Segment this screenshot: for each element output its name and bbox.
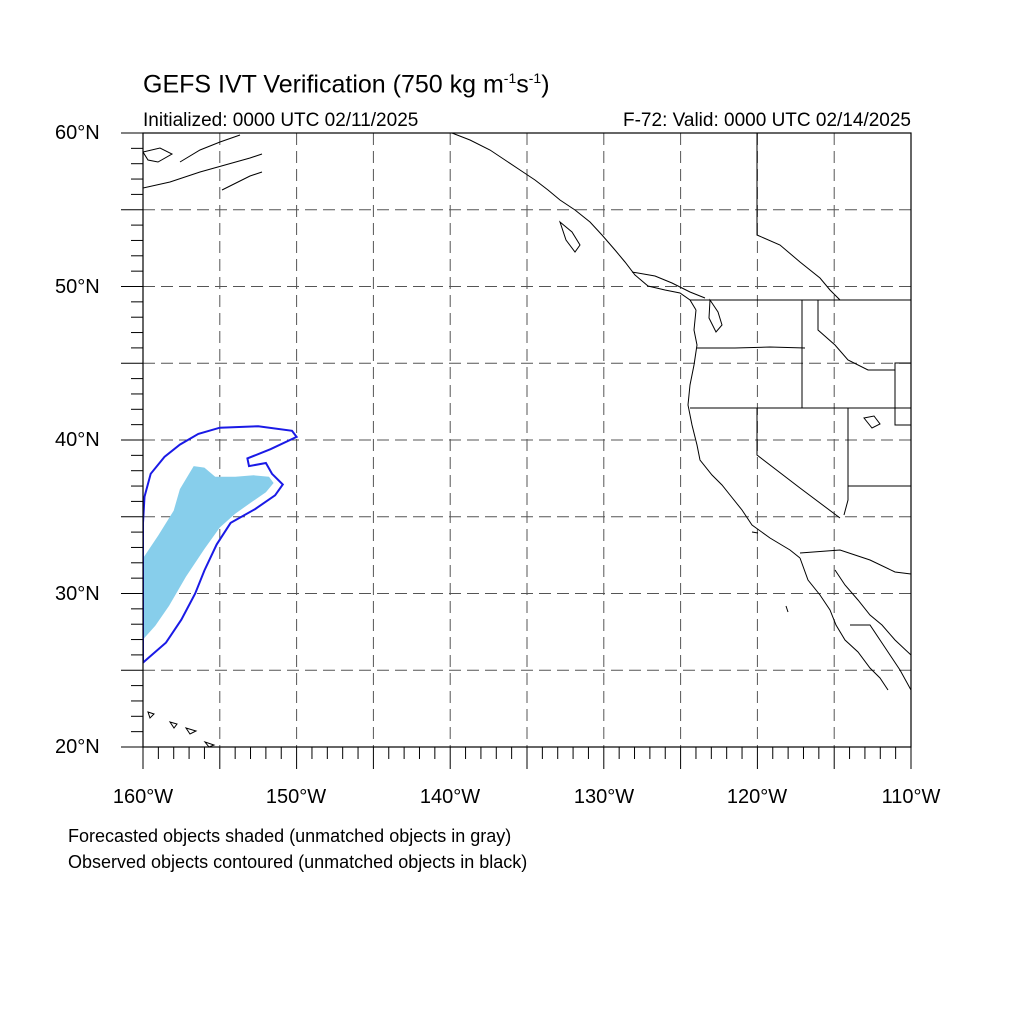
coastlines [143,133,911,747]
lat-label-60n: 60°N [55,122,100,144]
lon-label-160w: 160°W [112,786,174,808]
valid-time: F-72: Valid: 0000 UTC 02/14/2025 [623,110,911,131]
lon-label-140w: 140°W [419,786,481,808]
lat-label-40n: 40°N [55,429,100,451]
lat-label-50n: 50°N [55,276,100,298]
initialized-time: Initialized: 0000 UTC 02/11/2025 [143,110,419,131]
political-boundaries [690,133,911,575]
observed-legend-note: Observed objects contoured (unmatched ob… [68,852,528,872]
map-title: GEFS IVT Verification (750 kg m-1s-1) [143,70,550,99]
lon-label-150w: 150°W [265,786,327,808]
lon-label-110w: 110°W [881,786,941,808]
lat-lon-grid [143,133,911,747]
lon-label-120w: 120°W [726,786,788,808]
observed-ivt-contour [143,425,299,664]
lon-label-130w: 130°W [573,786,635,808]
forecast-ivt-object [143,466,274,640]
lat-label-30n: 30°N [55,583,100,605]
forecast-legend-note: Forecasted objects shaded (unmatched obj… [68,826,512,846]
lat-label-20n: 20°N [55,736,100,758]
